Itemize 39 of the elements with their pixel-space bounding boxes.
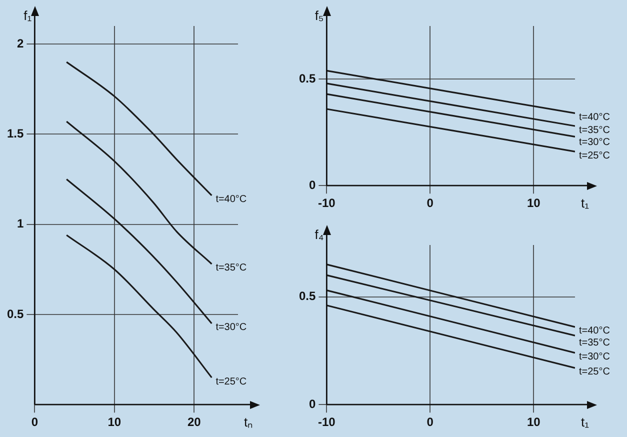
series-label: t=35°C (579, 338, 610, 349)
line-series (66, 178, 212, 324)
y-axis-title: f₅ (314, 8, 324, 23)
y-axis-title: f₄ (314, 227, 324, 242)
series-label: t=25°C (579, 150, 610, 162)
line-series (66, 61, 212, 196)
series-label: t=40°C (579, 112, 610, 123)
y-tick-label: 2 (16, 36, 24, 50)
x-tick-label: 10 (526, 196, 541, 210)
series-label: t=25°C (579, 366, 610, 378)
series-label: t=30°C (216, 322, 247, 334)
x-tick-label: 0 (426, 415, 434, 430)
y-tick-label: 1.5 (6, 126, 24, 140)
y-tick-label: 0 (308, 396, 316, 411)
y-tick-label: 0 (308, 178, 316, 192)
y-tick-label: 0.5 (6, 306, 24, 321)
x-axis-title: t₁ (581, 414, 590, 430)
series-label: t=40°C (216, 194, 247, 206)
x-tick-label: 0 (426, 196, 434, 210)
series-label: t=35°C (579, 124, 610, 136)
x-tick-label: 10 (526, 415, 541, 430)
x-axis-title: t₁ (581, 196, 590, 211)
series-label: t=30°C (579, 352, 610, 363)
x-tick-label: -10 (318, 415, 336, 430)
x-tick-label: -10 (318, 196, 336, 210)
x-tick-label: 20 (187, 415, 202, 430)
series-label: t=40°C (579, 326, 610, 337)
y-tick-label: 0.5 (298, 72, 316, 86)
x-axis-title: tₙ (244, 414, 253, 430)
series-label: t=25°C (216, 376, 247, 388)
y-tick-label: 1 (16, 216, 24, 231)
series-label: t=30°C (579, 136, 610, 148)
y-axis-title: f₁ (24, 8, 32, 23)
y-tick-label: 0.5 (298, 289, 316, 304)
series-label: t=35°C (216, 262, 247, 274)
line-series (66, 120, 212, 265)
x-tick-label: 0 (31, 415, 38, 430)
x-tick-label: 10 (108, 415, 122, 430)
line-series (66, 234, 212, 378)
